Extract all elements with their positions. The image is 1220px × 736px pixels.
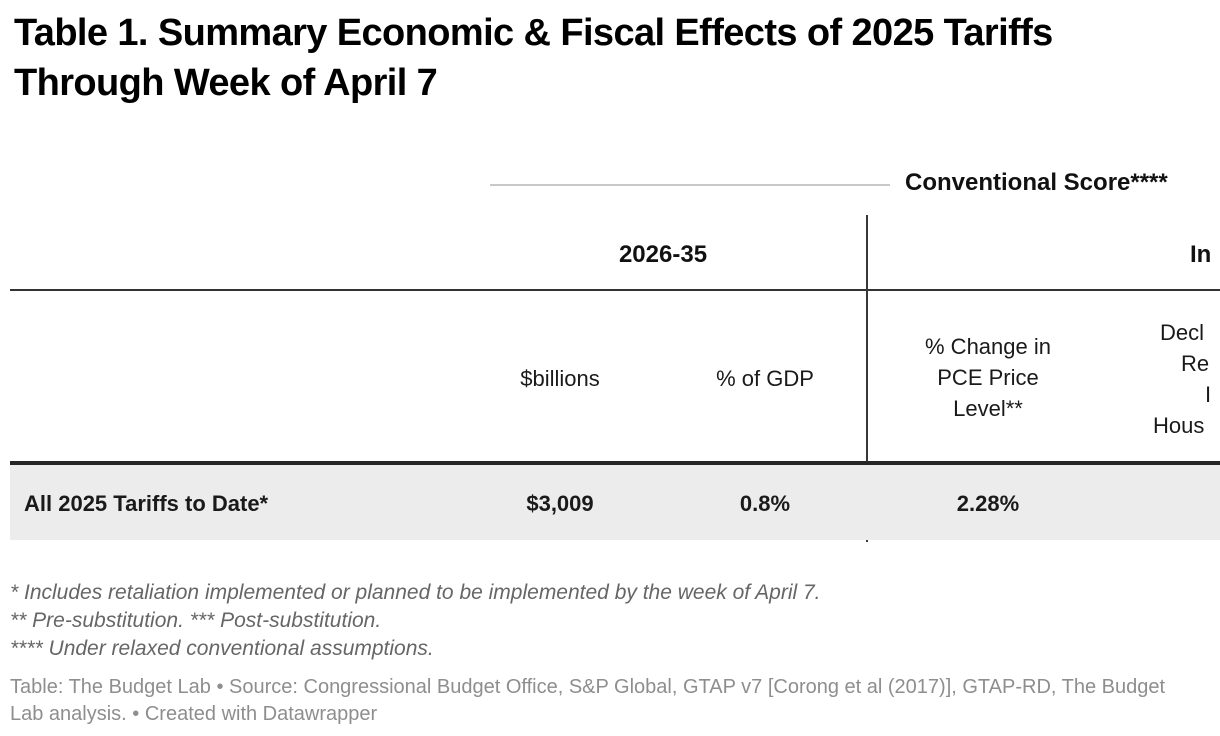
source-credit: Table: The Budget Lab • Source: Congress… bbox=[10, 676, 1166, 725]
row-value-pce: 2.28% bbox=[956, 491, 1020, 516]
table-row bbox=[10, 465, 1220, 540]
row-value-gdp: 0.8% bbox=[739, 491, 791, 516]
clipped-header-line-3: I bbox=[1205, 382, 1212, 407]
span-header-rule bbox=[490, 184, 890, 186]
clipped-header-line-2: Re bbox=[1181, 351, 1210, 376]
page-title-line-2: Through Week of April 7 bbox=[14, 62, 438, 104]
footnote-1: * Includes retaliation implemented or pl… bbox=[10, 581, 821, 604]
column-header-pce: % Change in PCE Price Level** bbox=[925, 331, 1051, 424]
header-top-rule bbox=[10, 289, 1220, 291]
page-title-line-1: Table 1. Summary Economic & Fiscal Effec… bbox=[14, 12, 1053, 54]
row-label: All 2025 Tariffs to Date* bbox=[24, 491, 269, 516]
header-bottom-rule bbox=[10, 461, 1220, 465]
clipped-header-line-1: Decl bbox=[1160, 320, 1205, 345]
pce-header-line-1: % Change in bbox=[925, 334, 1051, 359]
pce-header-line-2: PCE Price bbox=[937, 365, 1039, 390]
group-header-clipped-right: In bbox=[1190, 241, 1212, 268]
clipped-header-line-4: Hous bbox=[1153, 413, 1205, 438]
column-divider bbox=[866, 215, 868, 542]
footnote-2: ** Pre-substitution. *** Post-substituti… bbox=[10, 609, 382, 632]
column-header-gdp: % of GDP bbox=[716, 366, 814, 391]
group-header-2026-35: 2026-35 bbox=[618, 241, 708, 268]
column-header-billions: $billions bbox=[520, 366, 600, 391]
pce-header-line-3: Level** bbox=[953, 396, 1023, 421]
footnote-3: **** Under relaxed conventional assumpti… bbox=[10, 637, 434, 660]
span-header-conventional-score: Conventional Score**** bbox=[905, 169, 1168, 196]
row-value-billions: $3,009 bbox=[526, 491, 594, 516]
